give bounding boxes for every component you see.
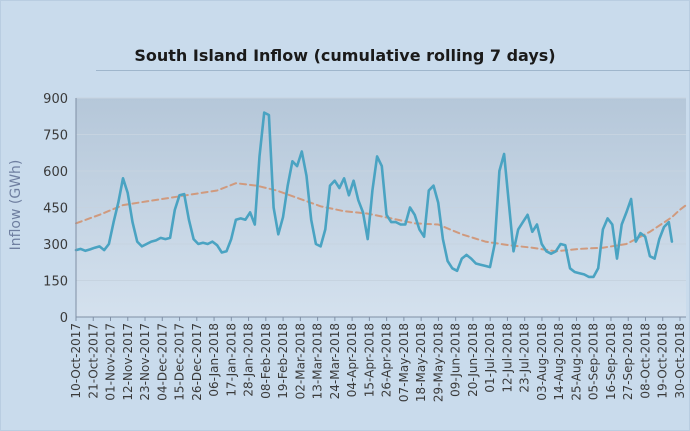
y-axis-label: Inflow (GWh) (8, 160, 24, 251)
x-tick-label: 01-Jul-2018 (483, 323, 497, 393)
x-tick-label: 04-Apr-2018 (345, 323, 359, 397)
x-tick-label: 18-May-2018 (414, 323, 428, 402)
y-tick-label: 300 (43, 238, 68, 253)
x-tick-label: 15-Apr-2018 (362, 323, 376, 397)
x-tick-label: 24-Mar-2018 (328, 323, 342, 399)
y-axis-ticks: 0 150 300 450 600 750 900 (43, 92, 68, 326)
series-line-inflow (74, 111, 674, 279)
x-tick-label: 15-Dec-2017 (173, 323, 187, 401)
x-tick-label: 12-Jul-2018 (500, 323, 514, 393)
y-tick-label: 900 (43, 92, 68, 107)
x-tick-label: 01-Nov-2017 (104, 323, 118, 401)
x-tick-label: 27-Sep-2018 (621, 323, 635, 400)
x-tick-label: 25-Aug-2018 (569, 323, 583, 401)
x-tick-label: 12-Nov-2017 (121, 323, 135, 401)
x-tick-label: 06-Jan-2018 (207, 323, 221, 397)
x-tick-label: 10-Oct-2017 (69, 323, 83, 399)
x-tick-label: 08-Oct-2018 (638, 323, 652, 399)
x-tick-label: 20-Jun-2018 (466, 323, 480, 397)
y-tick-label: 150 (43, 275, 68, 290)
x-tick-label: 13-Mar-2018 (311, 323, 325, 399)
chart-title: South Island Inflow (cumulative rolling … (134, 46, 556, 65)
x-tick-label: 04-Dec-2017 (155, 323, 169, 401)
y-tick-label: 0 (60, 311, 68, 326)
x-tick-label: 23-Nov-2017 (138, 323, 152, 401)
x-tick-label: 26-Apr-2018 (380, 323, 394, 397)
x-tick-label: 19-Feb-2018 (276, 323, 290, 399)
x-tick-label: 21-Oct-2017 (86, 323, 100, 399)
y-tick-label: 750 (43, 129, 68, 144)
x-tick-label: 02-Mar-2018 (293, 323, 307, 399)
x-tick-label: 19-Oct-2018 (656, 323, 670, 399)
x-tick-label: 30-Oct-2018 (673, 323, 687, 399)
x-axis-ticks: 10-Oct-2017 21-Oct-2017 01-Nov-2017 12-Nov-… (69, 317, 687, 402)
y-tick-label: 600 (43, 165, 68, 180)
x-tick-label: 09-Jun-2018 (449, 323, 463, 397)
x-tick-label: 07-May-2018 (397, 323, 411, 402)
x-tick-label: 08-Feb-2018 (259, 323, 273, 399)
title-divider (96, 70, 690, 71)
x-tick-label: 03-Aug-2018 (535, 323, 549, 401)
x-tick-label: 23-Jul-2018 (518, 323, 532, 393)
x-tick-label: 14-Aug-2018 (552, 323, 566, 401)
series-line-trend (75, 182, 687, 253)
x-tick-label: 05-Sep-2018 (587, 323, 601, 400)
x-tick-label: 29-May-2018 (431, 323, 445, 402)
x-tick-label: 28-Jan-2018 (242, 323, 256, 397)
x-tick-label: 26-Dec-2017 (190, 323, 204, 401)
x-tick-label: 17-Jan-2018 (224, 323, 238, 397)
series-lines (74, 111, 687, 279)
x-tick-label: 16-Sep-2018 (604, 323, 618, 400)
y-tick-label: 450 (43, 202, 68, 217)
